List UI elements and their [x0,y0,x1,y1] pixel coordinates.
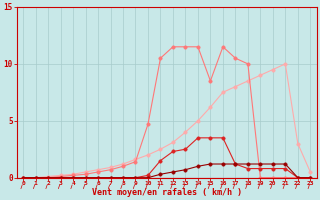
X-axis label: Vent moyen/en rafales ( km/h ): Vent moyen/en rafales ( km/h ) [92,188,242,197]
